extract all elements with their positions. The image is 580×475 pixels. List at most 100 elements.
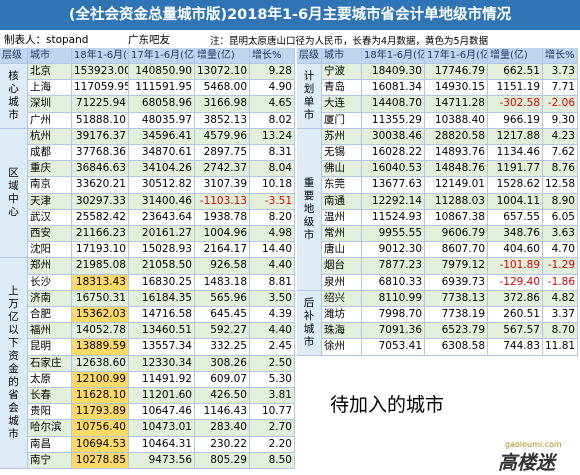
city: 绍兴	[322, 290, 362, 307]
value: 18313.43	[72, 274, 129, 291]
city: 合肥	[28, 307, 72, 324]
value: 1938.78	[195, 209, 250, 226]
city: 长沙	[28, 274, 72, 291]
value: 48035.97	[129, 112, 195, 129]
value: 4.65	[250, 96, 295, 113]
city: 北京	[28, 64, 72, 81]
value: 14.40	[250, 242, 295, 259]
city: 南宁	[28, 452, 72, 469]
value: 8110.99	[362, 290, 425, 307]
city: 苏州	[322, 128, 362, 145]
value: 10867.38	[425, 209, 488, 226]
group-label: 计划单市	[297, 64, 322, 129]
value: 2.70	[250, 420, 295, 437]
header-cell: 18年1-6月(亿)	[72, 48, 129, 64]
value: 332.25	[195, 339, 250, 356]
value: 3.73	[543, 64, 578, 81]
value: 21058.50	[129, 258, 195, 275]
value: 140850.90	[129, 64, 195, 81]
value: 16040.53	[362, 161, 425, 178]
city: 成都	[28, 145, 72, 162]
value: 426.50	[195, 388, 250, 405]
value: 28820.58	[425, 128, 488, 145]
value: 14716.58	[129, 307, 195, 324]
value: 21985.08	[72, 258, 129, 275]
value: 9.30	[543, 112, 578, 129]
city: 珠海	[322, 323, 362, 340]
city: 南昌	[28, 436, 72, 453]
author: 制表人：stopand	[4, 34, 89, 46]
value: -3.51	[250, 193, 295, 210]
city: 杭州	[28, 128, 72, 145]
value: 33620.21	[72, 177, 129, 194]
value: 10388.40	[425, 112, 488, 129]
value: 6.05	[543, 209, 578, 226]
city: 宁波	[322, 64, 362, 81]
group-label: 后补城市	[297, 290, 322, 356]
value: 34104.26	[129, 161, 195, 178]
value: 8607.70	[425, 242, 488, 259]
value: 30297.33	[72, 193, 129, 210]
value: 117059.95	[72, 80, 129, 97]
value: 13889.59	[72, 339, 129, 356]
value: 71225.94	[72, 96, 129, 113]
value: 15362.03	[72, 307, 129, 324]
city: 唐山	[322, 242, 362, 259]
city: 太原	[28, 371, 72, 388]
value: 609.07	[195, 371, 250, 388]
value: 1134.46	[488, 145, 543, 162]
value: -1.86	[543, 274, 578, 291]
pending-label: 待加入的城市	[330, 394, 445, 416]
city: 重庆	[28, 161, 72, 178]
city: 武汉	[28, 209, 72, 226]
value: 1004.96	[195, 226, 250, 243]
value: 5468.00	[195, 80, 250, 97]
value: 7.62	[543, 145, 578, 162]
value: 260.51	[488, 307, 543, 324]
value: 21166.23	[72, 226, 129, 243]
value: 11288.03	[425, 193, 488, 210]
value: 348.76	[488, 226, 543, 243]
value: 153923.00	[72, 64, 129, 81]
value: 966.19	[488, 112, 543, 129]
value: 1151.19	[488, 80, 543, 97]
value: 7053.41	[362, 339, 425, 356]
value: 6523.79	[425, 323, 488, 340]
value: 9955.55	[362, 226, 425, 243]
value: 7998.70	[362, 307, 425, 324]
value: 6308.58	[425, 339, 488, 356]
value: 283.40	[195, 420, 250, 437]
group-label: 核心城市	[0, 64, 28, 129]
value: 23643.64	[129, 209, 195, 226]
value: 662.51	[488, 64, 543, 81]
value: 10694.53	[72, 436, 129, 453]
value: 3107.39	[195, 177, 250, 194]
value: 13460.51	[129, 323, 195, 340]
value: 4.40	[250, 258, 295, 275]
value: 11.81	[543, 339, 578, 356]
value: 592.27	[195, 323, 250, 340]
value: 744.83	[488, 339, 543, 356]
value: 13557.34	[129, 339, 195, 356]
title: (全社会资金总量城市版)2018年1-6月主要城市省会计单地级市情况	[0, 0, 580, 30]
value: 1191.77	[488, 161, 543, 178]
group-label: 上万亿以下资金的省会城市	[0, 258, 28, 469]
value: 11491.92	[129, 371, 195, 388]
value: 8.76	[543, 161, 578, 178]
value: 13.24	[250, 128, 295, 145]
city: 天津	[28, 193, 72, 210]
value: 2164.17	[195, 242, 250, 259]
city: 大连	[322, 96, 362, 113]
value: 2.50	[250, 355, 295, 372]
city: 广州	[28, 112, 72, 129]
value: 1146.43	[195, 404, 250, 421]
value: 3.50	[250, 290, 295, 307]
city: 深圳	[28, 96, 72, 113]
value: 17193.10	[72, 242, 129, 259]
value: 404.60	[488, 242, 543, 259]
value: 1483.18	[195, 274, 250, 291]
value: 111591.95	[129, 80, 195, 97]
value: 8.04	[250, 161, 295, 178]
value: 14408.70	[362, 96, 425, 113]
